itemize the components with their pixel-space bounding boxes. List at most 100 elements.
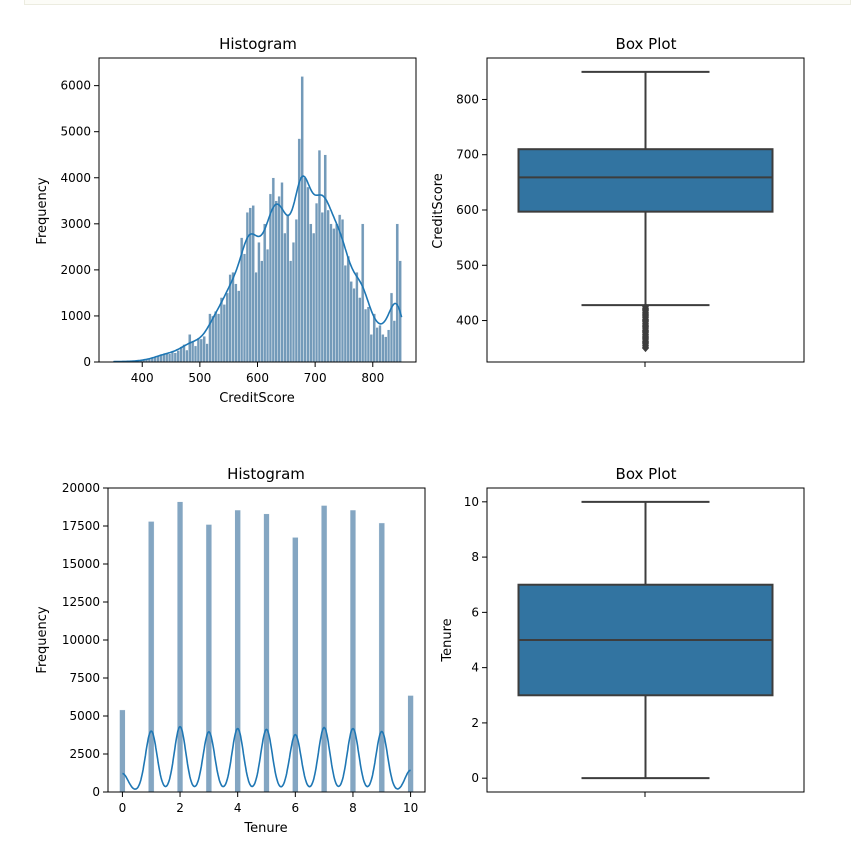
box — [517, 500, 774, 780]
histogram-bar — [234, 509, 241, 793]
plot-frame — [486, 487, 805, 793]
histogram-bar — [378, 324, 382, 363]
histogram-bar — [361, 223, 365, 363]
histogram-bar — [283, 232, 287, 363]
histogram-bars — [119, 501, 414, 793]
histogram-bar — [251, 205, 255, 363]
histogram-bar — [395, 223, 399, 363]
histogram-bar — [234, 283, 238, 363]
x-tick-label: 700 — [304, 371, 327, 385]
histogram-bar — [372, 313, 376, 363]
histogram-bar — [254, 271, 258, 363]
histogram-bar — [277, 195, 281, 363]
y-ticks: 400 500 600 700 800 — [456, 92, 487, 328]
histogram-bar — [294, 219, 299, 363]
histogram-bar — [381, 334, 385, 363]
y-tick-label: 4000 — [60, 171, 91, 185]
histogram-bar — [170, 351, 175, 363]
histogram-bar — [366, 306, 371, 363]
histogram-bar — [263, 513, 270, 793]
y-tick-label: 6 — [471, 605, 479, 619]
x-tick-label: 2 — [176, 801, 184, 815]
x-ticks: 0 2 4 6 8 10 — [119, 792, 418, 815]
y-tick-label: 0 — [471, 771, 479, 785]
y-tick-label: 2 — [471, 716, 479, 730]
histogram-bar — [231, 271, 235, 363]
histogram-bar — [363, 308, 368, 363]
histogram-bar — [407, 695, 414, 793]
y-axis-label: Tenure — [440, 618, 455, 662]
histogram-bar — [185, 349, 189, 363]
x-ticks: 400 500 600 700 800 — [131, 362, 384, 385]
histogram-bar — [335, 223, 339, 363]
box — [517, 70, 774, 353]
y-tick-label: 3000 — [60, 217, 91, 231]
histogram-bar — [176, 350, 180, 363]
histogram-bar — [202, 336, 206, 363]
outlier-marker — [642, 344, 649, 353]
histogram-bar — [191, 341, 195, 363]
x-tick-label: 600 — [246, 371, 269, 385]
histogram-bar — [332, 228, 336, 363]
y-tick-label: 4 — [471, 661, 479, 675]
histogram-bar — [389, 292, 394, 363]
x-tick-label: 6 — [291, 801, 299, 815]
histogram-bar — [355, 271, 359, 363]
histogram-bar — [188, 334, 192, 363]
histogram-bar — [205, 524, 212, 793]
kde-curve — [113, 175, 403, 363]
y-axis-label: Frequency — [35, 177, 50, 244]
y-tick-label: 6000 — [60, 79, 91, 93]
x-tick-label: 0 — [119, 801, 127, 815]
histogram-bar — [248, 207, 252, 363]
y-tick-label: 0 — [92, 785, 100, 799]
histogram-bar — [392, 320, 397, 363]
y-ticks: 0 1000 2000 3000 4000 5000 6000 — [60, 79, 99, 369]
histogram-bar — [329, 223, 333, 363]
histogram-bar — [222, 304, 227, 363]
histogram-title: Histogram — [227, 465, 305, 483]
y-tick-label: 600 — [456, 203, 479, 217]
histogram-bar — [167, 353, 172, 363]
histogram-bar — [148, 521, 155, 793]
histogram-bar — [214, 311, 218, 363]
histogram-title: Histogram — [219, 35, 297, 53]
y-tick-label: 0 — [83, 355, 91, 369]
plot-frame — [486, 57, 805, 363]
x-tick-label: 400 — [131, 371, 154, 385]
histogram-bar — [349, 509, 357, 793]
y-tick-label: 7500 — [69, 671, 100, 685]
y-tick-label: 5000 — [60, 125, 91, 139]
y-tick-label: 1000 — [60, 309, 91, 323]
plot-frame — [98, 57, 417, 363]
y-tick-label: 5000 — [69, 709, 100, 723]
histogram-bar — [265, 248, 270, 363]
histogram-bar — [225, 292, 229, 363]
y-tick-label: 17500 — [62, 519, 100, 533]
x-axis-label: Tenure — [243, 821, 287, 836]
histogram-bar — [303, 177, 307, 363]
y-tick-label: 800 — [456, 92, 479, 106]
histogram-bar — [268, 193, 273, 363]
histogram-bar — [297, 138, 301, 363]
y-tick-label: 500 — [456, 258, 479, 272]
x-tick-label: 800 — [361, 371, 384, 385]
y-axis-label: Frequency — [35, 606, 50, 673]
box-iqr — [517, 148, 774, 213]
histogram-bar — [257, 242, 261, 363]
y-tick-label: 15000 — [62, 557, 100, 571]
histogram-bar — [320, 212, 324, 363]
histogram-bar — [242, 253, 247, 363]
histogram-bar — [263, 223, 267, 363]
boxplot-title: Box Plot — [616, 35, 677, 53]
x-tick-label: 500 — [188, 371, 211, 385]
y-tick-label: 12500 — [62, 595, 100, 609]
histogram-bar — [196, 337, 201, 363]
histogram-bar — [326, 209, 330, 363]
histogram-bar — [245, 212, 250, 363]
x-tick-label: 8 — [349, 801, 357, 815]
y-tick-label: 8 — [471, 550, 479, 564]
boxplot-tenure-panel: Box Plot Tenure 0 2 4 6 8 10 — [440, 465, 805, 797]
histogram-bar — [384, 336, 388, 363]
